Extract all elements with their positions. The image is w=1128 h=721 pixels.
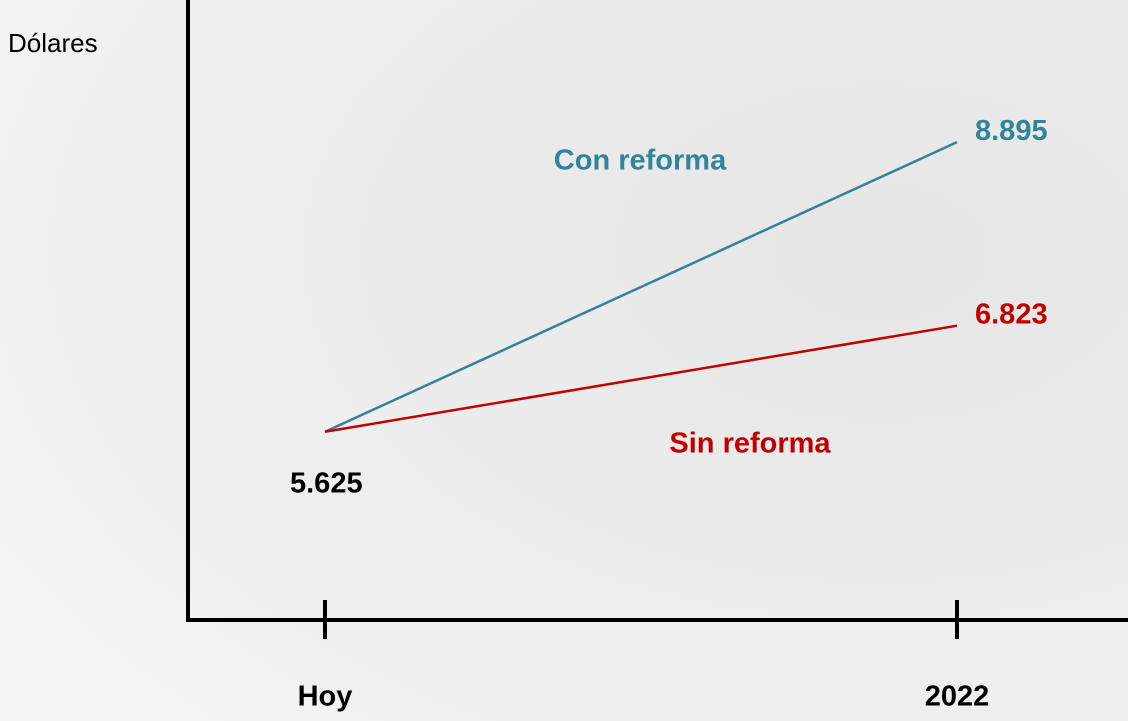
- x-tick-label: Hoy: [298, 681, 353, 713]
- series-line: [324, 324, 958, 434]
- series-label: Sin reforma: [669, 428, 831, 460]
- value-label: 5.625: [290, 467, 363, 499]
- value-label: 6.823: [975, 298, 1048, 330]
- value-label: 8.895: [975, 115, 1048, 147]
- series-label: Con reforma: [554, 145, 727, 177]
- series-line: [324, 141, 958, 433]
- y-axis-label: Dólares: [8, 28, 98, 58]
- x-tick-label: 2022: [925, 681, 990, 713]
